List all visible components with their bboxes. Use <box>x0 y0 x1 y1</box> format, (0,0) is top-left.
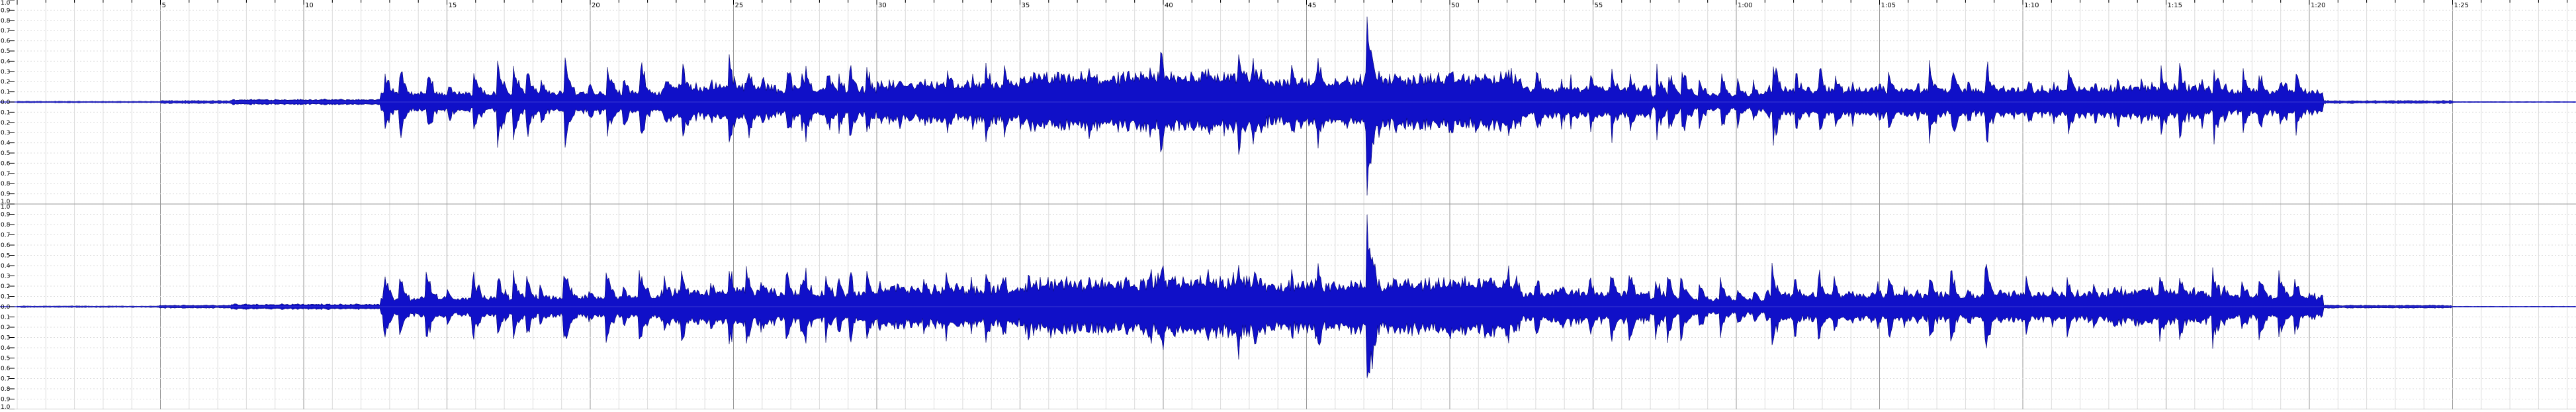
amplitude-label: 0.7 <box>1 232 10 239</box>
amplitude-label: 0.2 <box>1 79 10 85</box>
time-label: 35 <box>1022 2 1030 9</box>
amplitude-label: 0.7 <box>1 376 10 383</box>
time-label: 1:10 <box>2024 2 2039 9</box>
time-label: 5 <box>162 2 166 9</box>
amplitude-label: 0.8 <box>1 181 11 187</box>
amplitude-label: 0.3 <box>1 130 10 136</box>
amplitude-label: 0.0 <box>1 304 11 311</box>
time-label: 1:05 <box>1881 2 1896 9</box>
amplitude-label: 1.0 <box>1 199 11 205</box>
time-label: 1:20 <box>2311 2 2325 9</box>
amplitude-label: 0.3 <box>1 274 10 280</box>
amplitude-label: 1.0 <box>1 204 11 211</box>
left-channel-waveform <box>17 17 2576 196</box>
time-label: 1:15 <box>2168 2 2182 9</box>
time-label: 45 <box>1308 2 1317 9</box>
time-label: 55 <box>1595 2 1603 9</box>
amplitude-label: 0.0 <box>1 99 11 106</box>
time-label: 1:00 <box>1738 2 1752 9</box>
amplitude-label: 0.4 <box>1 263 11 270</box>
amplitude-label: 0.8 <box>1 18 11 25</box>
amplitude-label: 0.6 <box>1 366 11 372</box>
amplitude-label: 0.5 <box>1 356 10 362</box>
right-channel-waveform <box>17 214 2576 378</box>
amplitude-label: 0.5 <box>1 48 10 55</box>
amplitude-label: 0.3 <box>1 335 10 342</box>
amplitude-label: 0.2 <box>1 283 10 290</box>
amplitude-label: 1.0 <box>1 0 11 7</box>
time-label: 50 <box>1451 2 1460 9</box>
amplitude-scales: 1.00.90.80.70.60.50.40.30.20.10.00.10.20… <box>1 0 15 411</box>
time-label: 40 <box>1165 2 1173 9</box>
amplitude-label: 0.6 <box>1 38 11 45</box>
time-label: 25 <box>735 2 744 9</box>
amplitude-label: 0.4 <box>1 345 11 352</box>
amplitude-label: 0.9 <box>1 191 11 198</box>
amplitude-label: 0.3 <box>1 69 10 76</box>
amplitude-label: 0.5 <box>1 253 10 260</box>
amplitude-label: 0.7 <box>1 28 10 34</box>
amplitude-label: 0.6 <box>1 242 11 249</box>
amplitude-label: 0.9 <box>1 397 11 403</box>
amplitude-label: 0.8 <box>1 386 11 393</box>
amplitude-label: 0.1 <box>1 89 10 96</box>
amplitude-label: 0.4 <box>1 140 11 147</box>
amplitude-label: 0.8 <box>1 222 11 229</box>
amplitude-label: 0.7 <box>1 171 10 178</box>
time-label: 10 <box>305 2 314 9</box>
amplitude-label: 1.0 <box>1 404 11 409</box>
waveforms <box>0 17 2576 378</box>
amplitude-label: 0.1 <box>1 294 10 301</box>
amplitude-label: 0.4 <box>1 58 11 65</box>
amplitude-label: 0.1 <box>1 109 10 116</box>
amplitude-label: 0.1 <box>1 315 10 321</box>
amplitude-label: 0.6 <box>1 160 11 167</box>
amplitude-label: 0.2 <box>1 325 10 331</box>
amplitude-label: 0.9 <box>1 212 11 219</box>
amplitude-label: 0.5 <box>1 150 10 157</box>
time-ruler: 5 10 15 20 25 30 35 40 45 50 55 1:00 1:05 1:10 1:15 1:2… <box>17 0 2568 9</box>
time-label: 20 <box>592 2 600 9</box>
time-label: 1:25 <box>2454 2 2469 9</box>
amplitude-label: 0.9 <box>1 7 11 14</box>
amplitude-label: 0.2 <box>1 120 10 127</box>
time-label: 15 <box>449 2 457 9</box>
time-label: 30 <box>878 2 887 9</box>
